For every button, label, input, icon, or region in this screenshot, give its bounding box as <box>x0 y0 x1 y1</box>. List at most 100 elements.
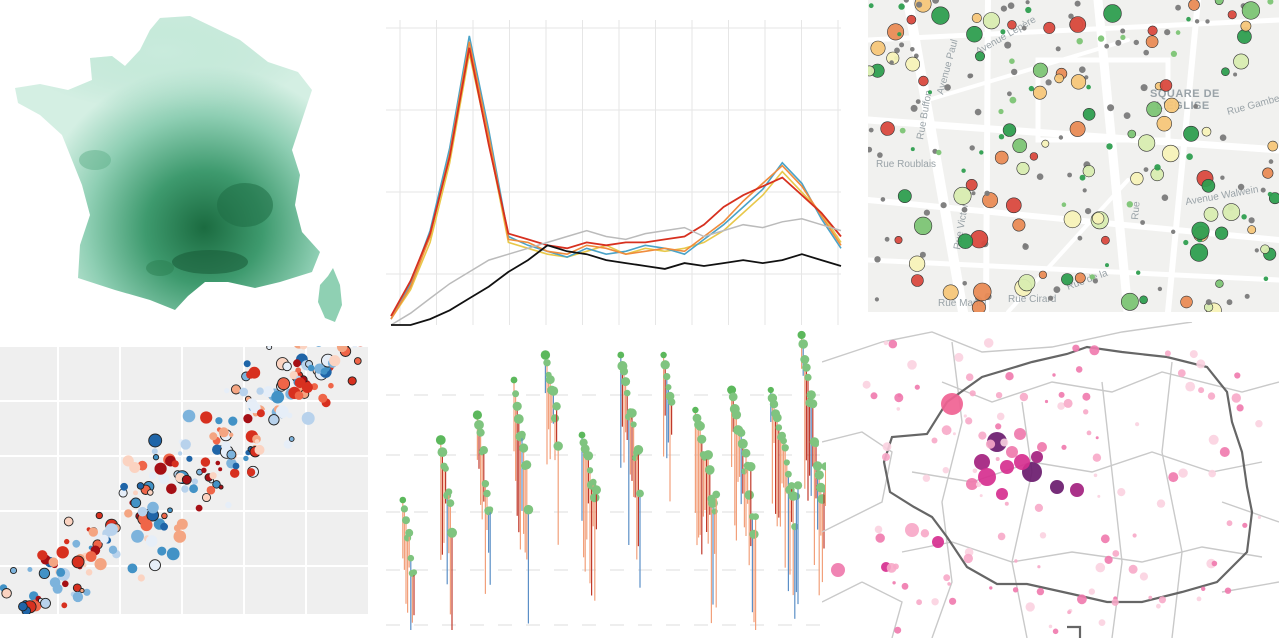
paris-bubble <box>1117 488 1126 497</box>
strip-dot <box>775 424 783 431</box>
scatter-point <box>295 367 302 373</box>
paris-bubble <box>1044 399 1049 404</box>
city-bubble <box>1214 0 1224 5</box>
city-bubble <box>1067 172 1072 178</box>
strip-dot <box>580 444 590 454</box>
strip-dot <box>633 445 644 455</box>
city-bubble <box>1215 226 1229 240</box>
peripherique <box>882 345 1254 604</box>
city-bubble <box>1146 101 1162 117</box>
strip-group <box>399 496 418 630</box>
paris-bubble <box>1050 480 1064 494</box>
paris-bubble <box>1014 428 1026 440</box>
city-bubble <box>1016 162 1030 176</box>
scatter-point <box>136 482 145 490</box>
strip-group <box>767 386 803 619</box>
city-bubble <box>1061 273 1074 286</box>
city-bubble <box>1180 295 1193 309</box>
series-line-0 <box>390 53 842 320</box>
strip-dot <box>728 392 738 402</box>
street-network <box>868 0 1279 312</box>
scatter-point <box>212 444 223 455</box>
paris-bubble <box>1198 387 1205 394</box>
line-chart-svg <box>386 20 842 326</box>
city-bubble <box>973 282 992 302</box>
paris-bubble <box>983 338 994 348</box>
strip-dot <box>512 390 520 398</box>
paris-bubble <box>954 352 964 362</box>
paris-bubble <box>1048 624 1053 629</box>
scatter-point <box>1 588 12 599</box>
city-bubble-map: Avenue Lepère Avenue Paul Rue Buffon Rue… <box>868 0 1279 312</box>
scatter-point <box>180 439 191 450</box>
city-bubble <box>1162 144 1180 163</box>
strip-dot <box>474 420 484 430</box>
strip-dot <box>772 413 782 423</box>
city-bubble <box>1120 292 1139 311</box>
strip-dot <box>435 435 446 445</box>
paris-bubble <box>941 393 963 415</box>
strip-dot <box>617 351 625 359</box>
city-bubble <box>1183 239 1189 246</box>
paris-bubble <box>941 425 952 436</box>
scatter-point <box>268 414 280 426</box>
street-label: Avenue Walwein <box>1185 184 1260 208</box>
strip-dot <box>798 339 808 349</box>
city-bubble <box>1233 53 1249 70</box>
scatter-point <box>230 468 240 478</box>
city-bubble <box>1100 235 1110 245</box>
scatter-point <box>201 492 212 503</box>
city-bubble <box>982 192 998 209</box>
paris-bubble <box>996 488 1008 500</box>
city-bubble <box>975 51 986 62</box>
scatter-point <box>307 364 315 372</box>
city-bubble <box>1029 152 1039 161</box>
paris-bubble <box>985 439 996 449</box>
paris-bubble <box>896 407 901 411</box>
city-bubble <box>910 147 915 152</box>
city-bubble <box>979 150 984 155</box>
city-bubble <box>1156 115 1172 132</box>
paris-bubble <box>1135 422 1140 427</box>
paris-bubble <box>1111 598 1119 606</box>
city-bubble <box>1009 96 1017 104</box>
city-bubble <box>1175 4 1181 11</box>
scatter-point <box>218 484 224 490</box>
district-boundaries <box>822 322 1279 638</box>
scatter-point <box>352 346 358 349</box>
paris-bubble <box>874 525 883 534</box>
city-bubble <box>1215 279 1224 288</box>
paris-bubble <box>943 574 951 582</box>
paris-bubble <box>995 457 1000 461</box>
city-bubble <box>1028 85 1035 92</box>
city-bubble <box>1038 270 1047 279</box>
city-bubble <box>1247 225 1257 235</box>
city-bubble <box>942 284 959 301</box>
scatter-point <box>232 462 240 470</box>
strip-dot <box>727 385 737 395</box>
scatter-svg <box>0 346 368 614</box>
city-bubble <box>1263 276 1269 282</box>
city-bubble <box>957 233 974 249</box>
scatter-point <box>336 346 348 353</box>
city-bubble <box>874 297 879 302</box>
scatter-point <box>129 462 141 473</box>
city-bubble <box>1164 29 1171 36</box>
paris-bubble-map <box>822 322 1279 638</box>
paris-bubble <box>1067 610 1071 615</box>
scatter-point <box>158 473 170 485</box>
city-bubble <box>1147 25 1158 36</box>
city-bubble <box>910 47 915 52</box>
scatter-point <box>137 574 145 582</box>
city-bubble <box>1097 35 1105 42</box>
scatter-point <box>206 485 216 495</box>
city-bubble <box>1105 263 1109 268</box>
scatter-point <box>209 472 217 480</box>
strip-dot <box>543 359 551 367</box>
paris-bubble <box>1257 515 1261 519</box>
city-bubble <box>940 202 947 209</box>
paris-bubble <box>1104 555 1113 564</box>
scatter-point <box>215 460 221 466</box>
city-bubble <box>998 134 1005 140</box>
city-bubble <box>1007 20 1017 30</box>
